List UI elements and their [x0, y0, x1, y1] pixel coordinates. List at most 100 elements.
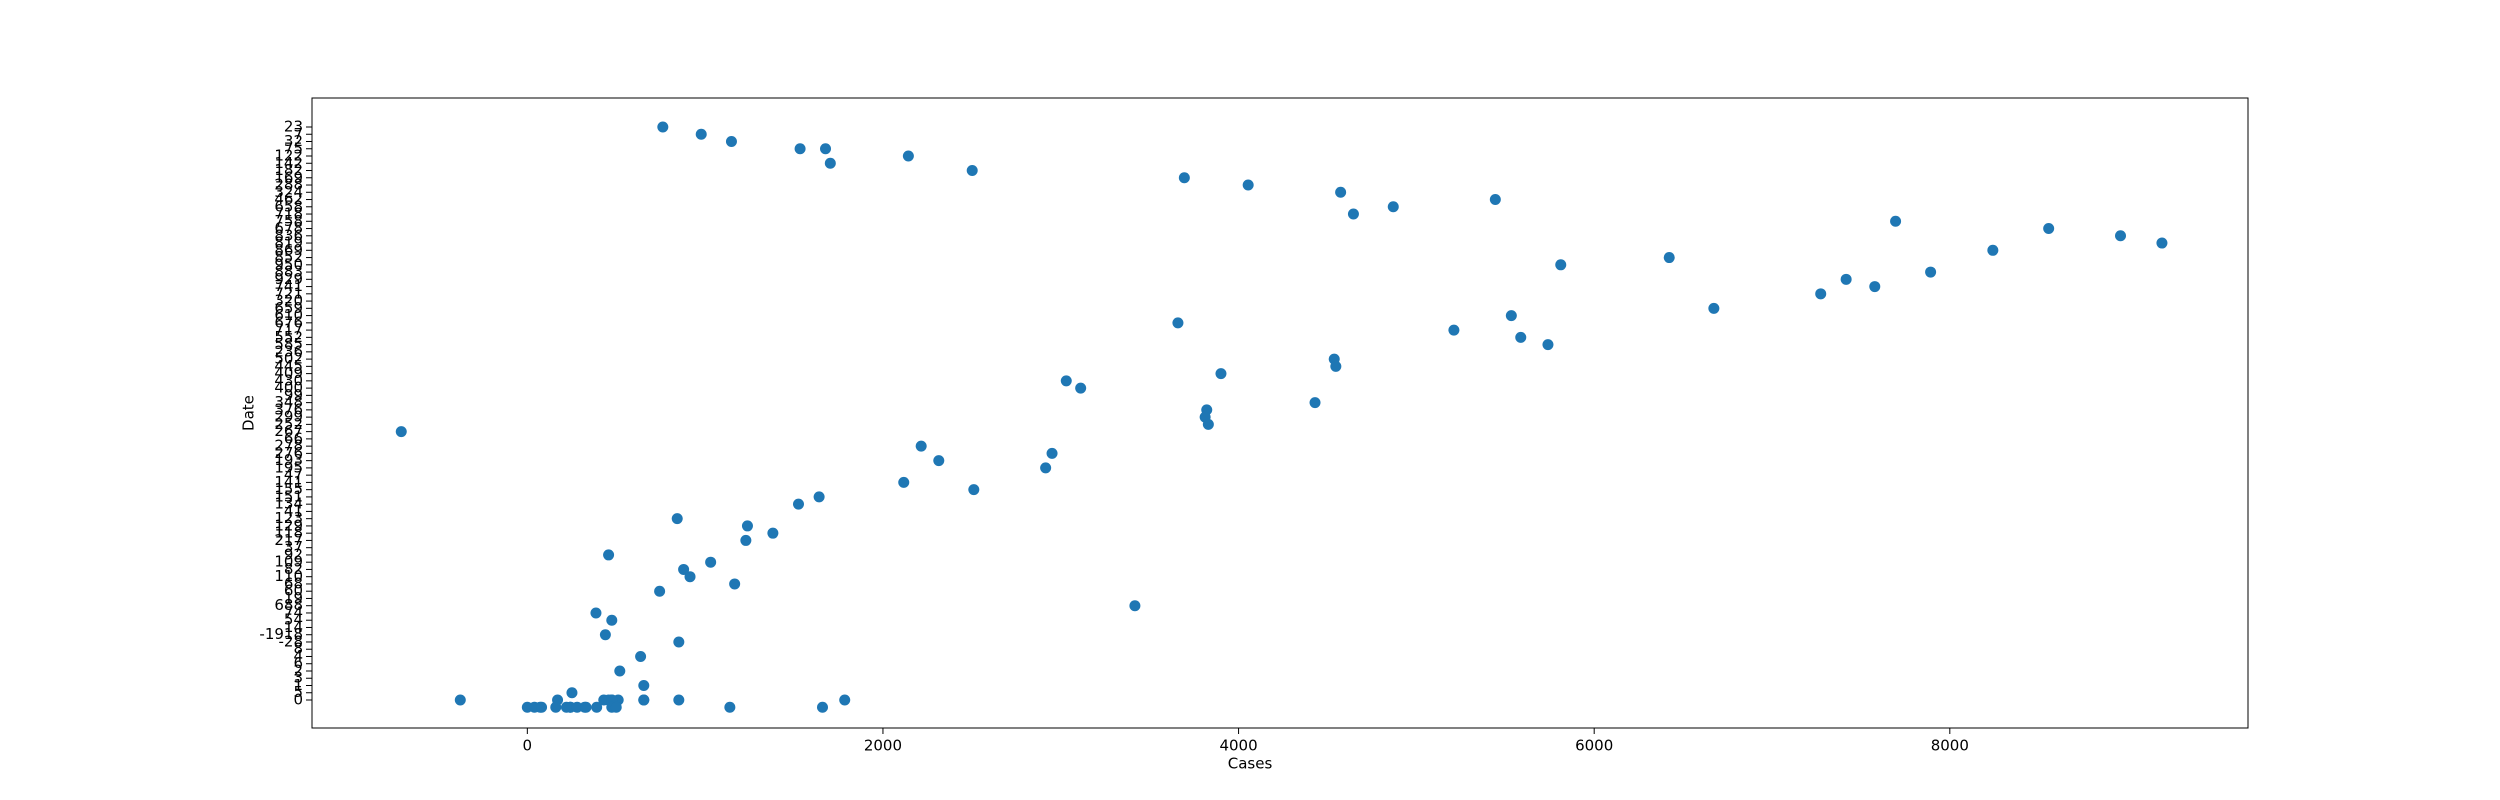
scatter-point [966, 165, 978, 177]
y-tick-label: 502 [274, 350, 303, 368]
scatter-point [813, 491, 825, 503]
y-tick-label: 155 [274, 480, 303, 498]
scatter-point [1505, 310, 1517, 322]
y-tick-label: 721 [274, 284, 303, 302]
y-tick-label: 2 [293, 661, 303, 679]
y-tick-label: 267 [274, 422, 303, 440]
scatter-point [603, 549, 615, 561]
scatter-point [1178, 172, 1190, 184]
y-tick-label: 47 [284, 466, 303, 484]
scatter-point [599, 629, 611, 641]
y-tick-label: 141 [274, 473, 303, 491]
scatter-point [1335, 186, 1347, 198]
scatter-point [1330, 360, 1342, 372]
y-tick-label: 836 [274, 226, 303, 244]
y-tick-label: 122 [274, 147, 303, 165]
scatter-point [610, 701, 622, 713]
x-tick-label: 0 [523, 737, 533, 755]
y-tick-label: 7 [293, 125, 303, 143]
y-tick-label: 1 [293, 676, 303, 694]
y-tick-label: 658 [274, 197, 303, 215]
y-tick-label: 74 [284, 603, 303, 621]
scatter-point [794, 143, 806, 155]
y-tick-label: 278 [274, 437, 303, 455]
y-tick-label: 4 [293, 647, 303, 665]
scatter-point [705, 556, 717, 568]
x-tick-label: 6000 [1575, 737, 1613, 755]
y-tick-label: 75 [284, 139, 303, 157]
scatter-point [1515, 331, 1527, 343]
scatter-point [638, 694, 650, 706]
scatter-point [1987, 244, 1999, 256]
scatter-point [673, 636, 685, 648]
y-tick-label: 299 [274, 408, 303, 426]
y-tick-label: 60 [284, 582, 303, 600]
y-tick-label: 32 [284, 132, 303, 150]
scatter-point [638, 679, 650, 691]
y-tick-label: 462 [274, 190, 303, 208]
y-tick-label: 758 [274, 212, 303, 230]
scatter-point [767, 527, 779, 539]
y-tick-label: 585 [274, 335, 303, 353]
y-tick-label: 288 [274, 176, 303, 194]
y-tick-label: 409 [274, 364, 303, 382]
scatter-point [395, 426, 407, 438]
scatter-point [1663, 252, 1675, 264]
y-tick-label: 659 [274, 299, 303, 317]
scatter-point [740, 534, 752, 546]
scatter-point [902, 150, 914, 162]
scatter-point [678, 563, 690, 575]
y-tick-label: 741 [274, 277, 303, 295]
y-tick-label: 324 [274, 183, 303, 201]
y-tick-label: 217 [274, 531, 303, 549]
scatter-point [1890, 215, 1902, 227]
scatter-point [684, 571, 696, 583]
scatter-point [839, 694, 851, 706]
y-tick-label: 193 [274, 451, 303, 469]
scatter-point [536, 701, 548, 713]
scatter-point [933, 455, 945, 467]
scatter-point [635, 650, 647, 662]
scatter-point [1708, 302, 1720, 314]
scatter-point [566, 687, 578, 699]
scatter-point [1075, 382, 1087, 394]
scatter-point [1840, 273, 1852, 285]
y-tick-label: 151 [274, 487, 303, 505]
scatter-point [580, 701, 592, 713]
y-tick-label: 445 [274, 357, 303, 375]
y-tick-label: 688 [274, 596, 303, 614]
x-tick-label: 8000 [1931, 737, 1969, 755]
scatter-point [824, 157, 836, 169]
scatter-point [724, 701, 736, 713]
y-tick-label: 718 [274, 205, 303, 223]
scatter-point [1040, 462, 1052, 474]
y-tick-label: 110 [274, 567, 303, 585]
scatter-point [657, 121, 669, 133]
plot-frame [311, 97, 2249, 729]
y-tick-label: 134 [274, 495, 303, 513]
y-tick-label: -1918 [259, 625, 303, 643]
y-tick-label: 82 [284, 560, 303, 578]
scatter-point [1309, 397, 1321, 409]
y-tick-label: 169 [274, 168, 303, 186]
scatter-point [1387, 201, 1399, 213]
y-tick-label: 276 [274, 444, 303, 462]
scatter-point [725, 136, 737, 148]
y-tick-label: -28 [279, 632, 304, 650]
y-axis-label: Date [240, 395, 258, 431]
y-tick-label: 142 [274, 154, 303, 172]
scatter-point [2156, 237, 2168, 249]
scatter-point [614, 665, 626, 677]
scatter-point [671, 513, 683, 525]
y-tick-label: 676 [274, 313, 303, 331]
scatter-point [1129, 600, 1141, 612]
scatter-point [1489, 194, 1501, 206]
y-tick-label: 348 [274, 393, 303, 411]
x-tick-label: 4000 [1219, 737, 1257, 755]
y-tick-label: 678 [274, 219, 303, 237]
scatter-point [2043, 223, 2055, 235]
y-tick-label: 118 [274, 524, 303, 542]
scatter-point [1046, 447, 1058, 459]
y-tick-label: 252 [274, 415, 303, 433]
scatter-point [1347, 208, 1359, 220]
